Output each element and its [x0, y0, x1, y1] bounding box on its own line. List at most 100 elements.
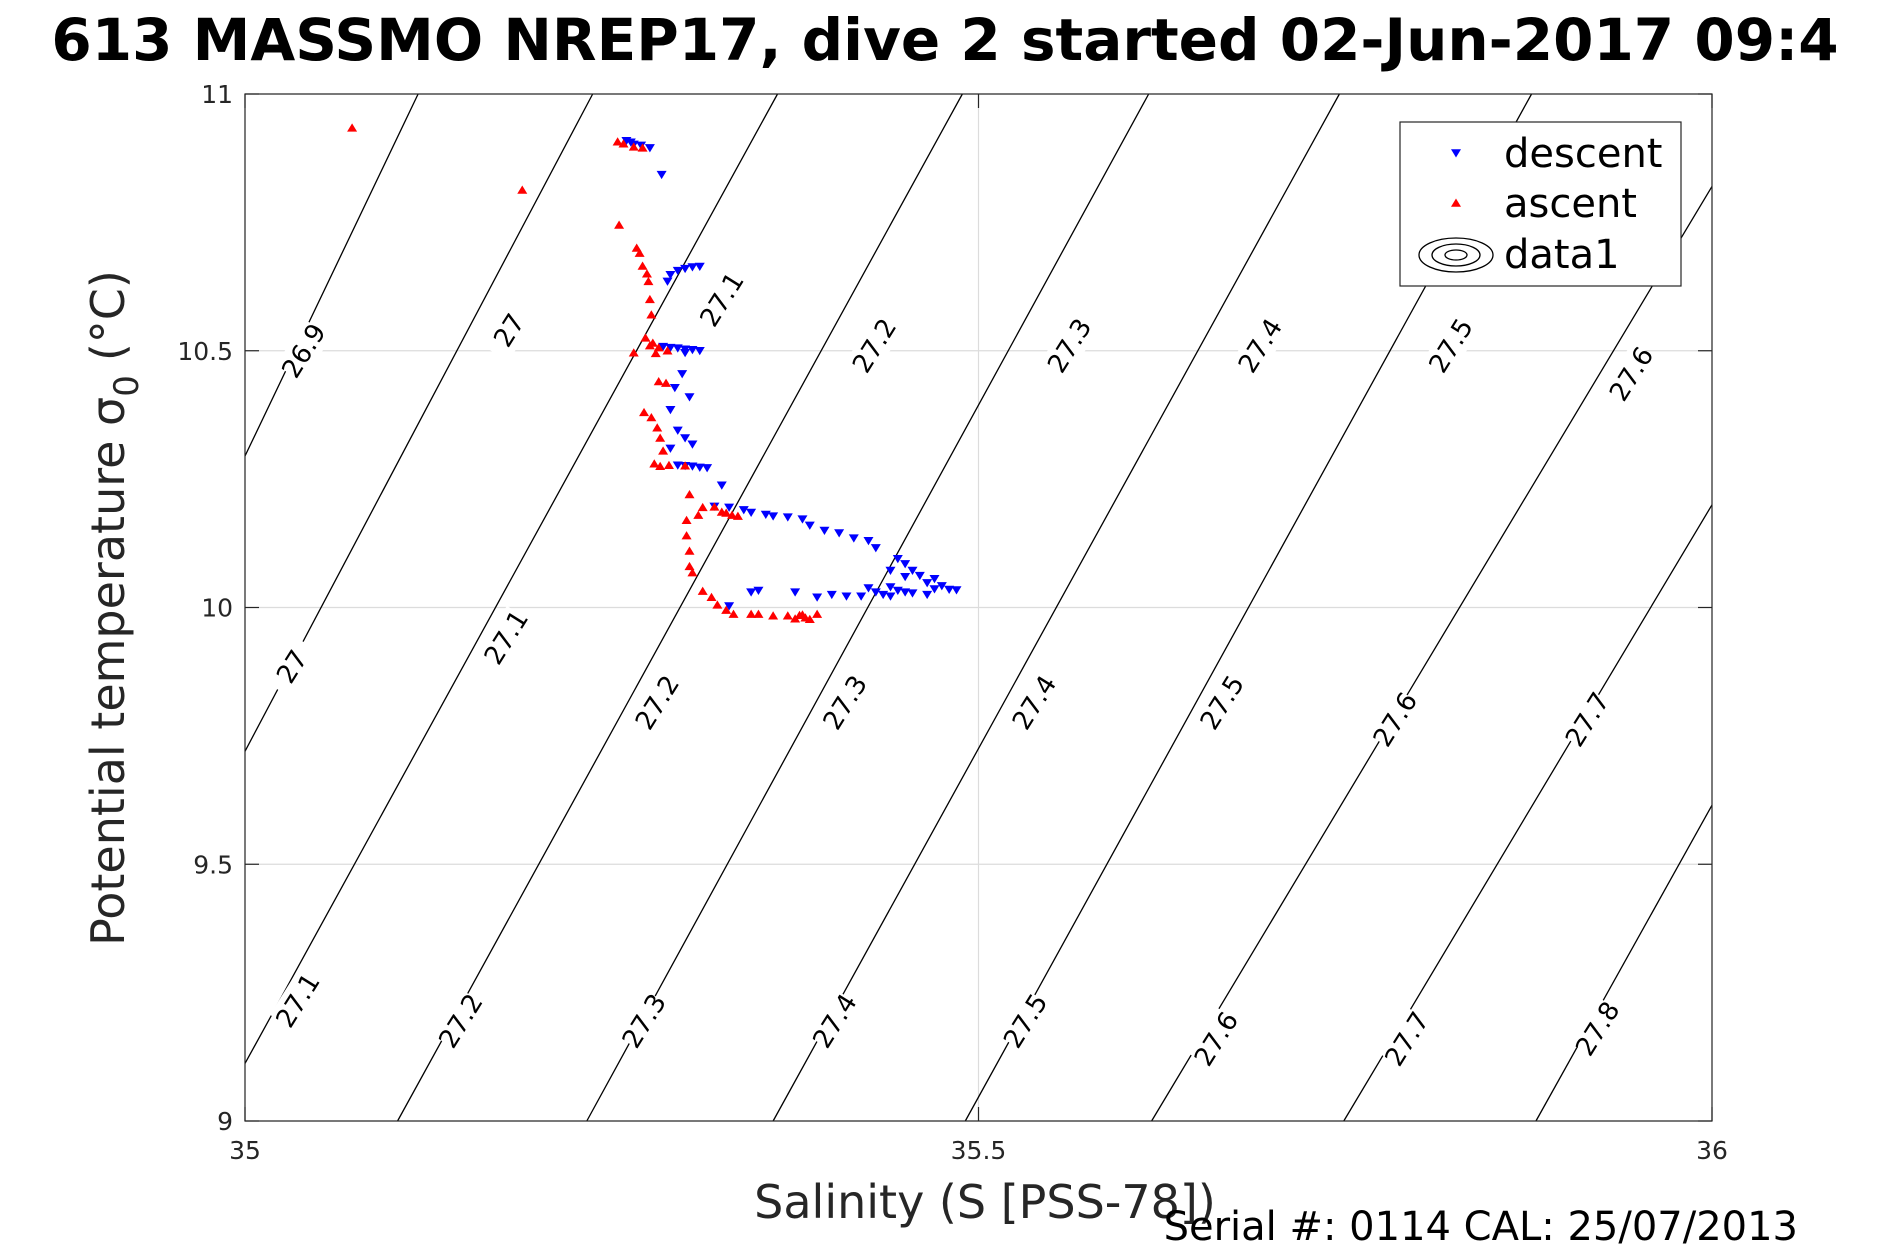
ascent-point [684, 546, 695, 555]
ascent-point [655, 433, 666, 442]
y-axis-label-group: Potential temperature σ0 (°C) [81, 270, 147, 946]
contour-label-bg [275, 319, 332, 383]
ascent-point [658, 446, 669, 455]
ascent-point [652, 423, 663, 432]
descent-point [782, 513, 793, 522]
descent-point [760, 510, 771, 520]
ascent-point [639, 407, 650, 417]
contour-label-bg [693, 268, 750, 331]
descent-point [687, 440, 698, 449]
contour-label-bg [817, 671, 873, 734]
ascent-point [684, 561, 695, 571]
contour-label-bg [1603, 342, 1660, 406]
legend: descent ascent data1 [1399, 121, 1682, 287]
legend-box [1399, 121, 1682, 287]
ascent-point [649, 459, 660, 468]
ascent-point [709, 502, 720, 511]
ascent-point [628, 142, 639, 151]
descent-point [687, 345, 698, 355]
ascent-point [618, 139, 629, 148]
legend-descent-marker [1451, 149, 1461, 158]
contour-label-bg [616, 989, 672, 1053]
ascent-point [646, 310, 657, 319]
descent-point [656, 170, 667, 180]
descent-point [672, 426, 683, 435]
legend-ascent-marker [1451, 198, 1461, 207]
x-tick-label: 35 [229, 1136, 261, 1165]
descent-point [669, 383, 680, 393]
descent-point [922, 579, 933, 588]
descent-point [672, 344, 683, 353]
y-axis-label-main: Potential temperature σ [81, 397, 135, 946]
descent-point [892, 586, 903, 596]
y-tick-label: 10.5 [177, 337, 233, 366]
ascent-point [628, 348, 639, 357]
ascent-point [693, 510, 704, 519]
descent-point [662, 277, 673, 286]
ascent-point [663, 460, 674, 470]
x-axis-label: Salinity (S [PSS-78]) [754, 1175, 1216, 1229]
descent-point [724, 503, 735, 512]
descent-point [746, 508, 757, 518]
contour-label-bg [269, 968, 326, 1032]
y-tick-label: 10 [201, 594, 233, 623]
descent-point [644, 144, 655, 153]
contour-label-bg [1232, 314, 1289, 377]
ascent-point [721, 508, 732, 517]
descent-point [790, 588, 801, 597]
descent-point [856, 592, 867, 601]
contour-label-bg [1367, 688, 1424, 751]
ascent-point [640, 333, 651, 342]
descent-series [621, 136, 962, 611]
ascent-point [812, 609, 823, 618]
y-axis-label-subscript: 0 [107, 375, 147, 397]
y-tick-label: 9.5 [193, 850, 233, 879]
ascent-point [681, 515, 692, 524]
ascent-point [680, 461, 691, 470]
descent-point [885, 583, 896, 592]
descent-point [885, 566, 896, 576]
descent-point [870, 588, 881, 597]
contour-label-bg [1194, 671, 1250, 734]
descent-point [738, 506, 749, 515]
x-tick-label: 36 [1696, 1136, 1728, 1165]
contour-label-bg [481, 298, 537, 362]
descent-point [672, 461, 683, 470]
descent-point [863, 584, 874, 593]
ascent-point [662, 346, 673, 355]
isoline-26-9 [244, 93, 419, 457]
ascent-point [634, 248, 645, 257]
ascent-point [653, 377, 664, 386]
contour-label-bg [997, 989, 1054, 1053]
ascent-point [650, 348, 661, 358]
ascent-point [728, 609, 739, 618]
descent-point [665, 444, 676, 453]
ascent-point [653, 343, 664, 352]
ascent-point [347, 123, 358, 132]
isoline-27-3 [586, 93, 1150, 1122]
descent-point [694, 347, 705, 356]
isoline-27-4 [772, 93, 1340, 1122]
contour-label-bg [1006, 671, 1063, 734]
descent-point [680, 264, 691, 274]
descent-point [658, 342, 669, 352]
isoline-27-2 [396, 93, 963, 1122]
descent-point [753, 586, 764, 596]
contour-label-bg [1569, 997, 1626, 1060]
descent-point [724, 602, 735, 611]
descent-point [684, 393, 695, 402]
descent-point [804, 521, 815, 530]
descent-point [900, 588, 911, 597]
descent-point [746, 588, 757, 597]
contour-label-bg [1041, 314, 1098, 377]
descent-point [687, 462, 698, 471]
legend-data1-label: data1 [1504, 232, 1620, 278]
ascent-point [612, 137, 623, 146]
descent-point [702, 464, 713, 473]
ascent-point [614, 220, 625, 229]
ascent-point [641, 269, 652, 278]
descent-point [885, 592, 896, 601]
ascent-point [517, 185, 528, 194]
contour-label-bg [264, 635, 320, 698]
descent-point [900, 572, 911, 582]
